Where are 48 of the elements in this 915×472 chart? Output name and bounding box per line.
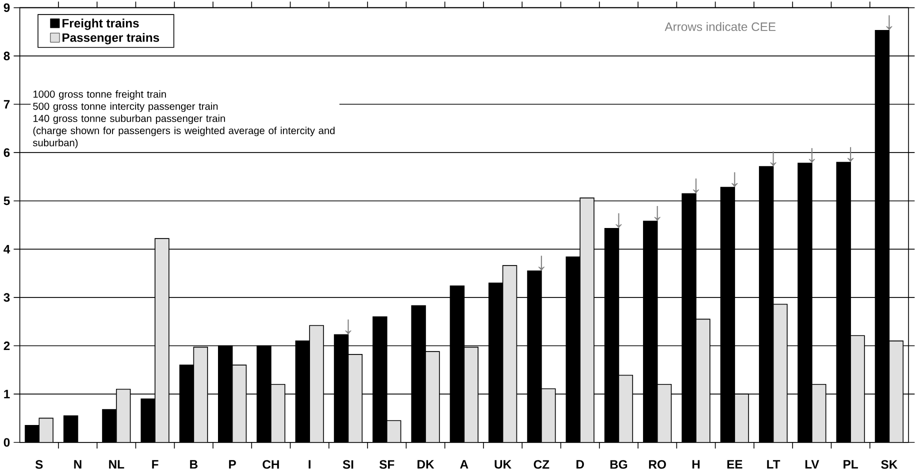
x-tick-label: S [35, 460, 43, 469]
annotation: ↓ [732, 172, 738, 188]
x-tick-label: CZ [534, 460, 550, 469]
y-tick-label: 5 [4, 196, 10, 206]
y-tick-label: 1 [4, 390, 10, 398]
x-tick-label: LV [805, 460, 820, 468]
annotation: Arrows indicate CEE [664, 22, 776, 31]
annotation: 140 gross tonne suburban passenger train [33, 114, 225, 124]
y-tick-label: 4 [4, 244, 10, 254]
y-tick-label: 2 [4, 341, 10, 350]
annotation: ↓ [345, 319, 352, 334]
y-tick-label: 3 [4, 293, 10, 302]
y-tick-label: 6 [4, 148, 10, 157]
x-tick-label: N [74, 460, 82, 468]
x-tick-label: RO [649, 460, 666, 469]
y-tick-label: 8 [4, 52, 10, 60]
x-tick-label: UK [494, 460, 512, 469]
x-tick-label: SK [881, 460, 898, 469]
x-tick-label: LT [767, 460, 780, 468]
y-tick-label: 9 [4, 3, 10, 12]
x-tick-label: EE [727, 460, 742, 468]
x-tick-label: NL [109, 460, 124, 468]
annotation: ↓ [538, 256, 544, 271]
x-tick-label: PL [844, 460, 858, 468]
legend-label: Freight trains [62, 18, 139, 30]
x-tick-label: SF [379, 460, 394, 469]
x-tick-label: D [576, 460, 584, 468]
x-tick-label: H [692, 460, 700, 468]
x-tick-label: BG [610, 460, 628, 469]
annotation: ↓ [654, 206, 660, 221]
y-tick-label: 7 [4, 100, 10, 108]
y-tick-label: 0 [4, 438, 10, 447]
x-tick-label: P [229, 460, 236, 468]
legend-label: Passenger trains [62, 32, 160, 44]
x-tick-label: SI [342, 460, 354, 469]
x-tick-label: DK [418, 460, 434, 468]
annotation: (charge shown for passengers is weighted average of intercity and suburban) [32, 126, 335, 148]
annotation: 1000 gross tonne freight train [33, 90, 166, 100]
annotation: 500 gross tonne intercity passenger train [33, 102, 218, 112]
x-tick-label: B [190, 460, 198, 468]
annotation: ↓ [886, 15, 892, 30]
annotation: ↓ [693, 178, 699, 194]
x-tick-label: I [308, 460, 310, 468]
x-tick-label: A [460, 460, 468, 468]
x-tick-label: CH [262, 460, 279, 469]
annotation: ↓ [616, 213, 622, 228]
annotation: ↓ [770, 151, 776, 166]
x-tick-label: F [152, 460, 158, 468]
